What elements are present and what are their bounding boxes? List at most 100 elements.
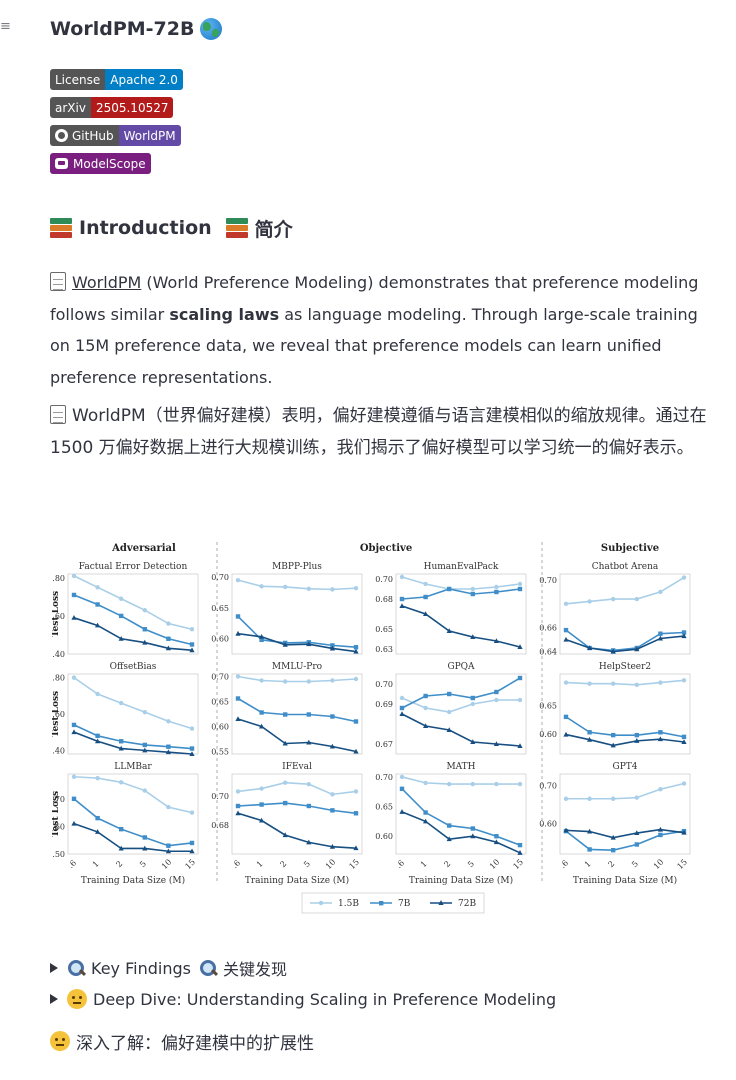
page-title-text: WorldPM-72B xyxy=(50,18,195,40)
y-tick-label: 0.60 xyxy=(539,820,557,829)
data-point xyxy=(119,826,124,832)
data-point xyxy=(166,804,171,810)
badge-value: Apache 2.0 xyxy=(105,69,183,90)
worldpm-link[interactable]: WorldPM xyxy=(72,273,142,292)
data-point xyxy=(259,584,264,589)
badge-label: License xyxy=(50,69,106,90)
data-point xyxy=(235,810,241,816)
series-line xyxy=(401,697,520,713)
data-point xyxy=(423,810,428,815)
series-line xyxy=(565,828,685,839)
data-point xyxy=(634,830,640,836)
data-point xyxy=(118,635,124,641)
data-point xyxy=(447,691,452,697)
data-point xyxy=(306,679,311,684)
data-point xyxy=(587,736,593,742)
x-tick-label: 2 xyxy=(606,859,616,869)
data-point xyxy=(330,678,335,683)
data-point xyxy=(119,780,124,785)
data-point xyxy=(353,645,359,650)
arxiv-badge[interactable]: arXiv 2505.10527 xyxy=(50,97,174,118)
panel-title: GPQA xyxy=(447,662,475,672)
series-line xyxy=(565,629,685,652)
data-point xyxy=(259,786,264,791)
x-tick-label: .6 xyxy=(230,858,242,870)
data-point xyxy=(259,817,265,823)
data-point xyxy=(470,586,475,592)
data-point xyxy=(282,641,288,647)
y-tick-label: 0.40 xyxy=(52,650,65,659)
data-point xyxy=(563,601,569,607)
panel-title: GPT4 xyxy=(613,762,638,772)
data-point xyxy=(353,676,359,682)
data-point xyxy=(142,627,147,632)
modelscope-badge[interactable]: ModelScope xyxy=(50,153,151,174)
series-line xyxy=(73,731,193,755)
license-badge[interactable]: License Apache 2.0 xyxy=(50,69,183,90)
series-line xyxy=(237,697,357,723)
data-point xyxy=(353,585,359,591)
data-point xyxy=(681,678,687,683)
data-point xyxy=(71,615,77,620)
panel-frame xyxy=(231,773,363,855)
badge-label-text: ModelScope xyxy=(73,156,146,171)
series-line xyxy=(73,617,193,651)
magnifier-icon xyxy=(199,959,217,977)
data-point xyxy=(494,689,499,695)
data-point xyxy=(235,674,241,679)
intro-text: (World Preference Modeling) demonstrates… xyxy=(50,273,699,324)
y-tick-label: 0.55 xyxy=(211,748,229,757)
y-tick-label: 0.60 xyxy=(211,723,229,732)
y-tick-label: 0.70 xyxy=(211,792,229,801)
legend-marker xyxy=(438,900,444,905)
key-findings-label: Key Findings xyxy=(91,958,191,978)
y-tick-label: 0.68 xyxy=(375,595,393,604)
series-line xyxy=(401,605,521,648)
menu-icon[interactable]: ≡ xyxy=(0,19,11,34)
x-tick-label: .6 xyxy=(558,858,570,870)
data-point xyxy=(563,827,569,833)
page-icon xyxy=(50,272,66,291)
data-point xyxy=(95,585,100,590)
panel-frame xyxy=(67,573,199,655)
data-point xyxy=(470,591,475,597)
data-point xyxy=(142,607,147,613)
data-point xyxy=(71,573,77,579)
data-point xyxy=(353,789,359,794)
data-point xyxy=(259,710,264,715)
github-badge[interactable]: GitHub WorldPM xyxy=(50,125,181,146)
data-point xyxy=(142,788,147,793)
series-line xyxy=(565,576,685,605)
data-point xyxy=(353,748,359,754)
data-point xyxy=(71,722,77,728)
data-point xyxy=(517,644,523,649)
y-tick-label: 0.65 xyxy=(375,625,393,634)
data-point xyxy=(306,586,311,591)
panel-title: IFEval xyxy=(282,762,312,772)
data-point xyxy=(611,732,616,738)
data-point xyxy=(283,584,288,590)
deep-dive-expander[interactable]: Deep Dive: Understanding Scaling in Pref… xyxy=(50,987,556,1011)
data-point xyxy=(71,774,77,779)
key-findings-expander[interactable]: Key Findings 关键发现 xyxy=(50,956,287,980)
data-point xyxy=(587,599,592,604)
data-point xyxy=(657,736,663,742)
data-point xyxy=(95,602,100,607)
x-axis-label: Training Data Size (M) xyxy=(573,875,677,886)
data-point xyxy=(399,786,405,792)
data-point xyxy=(306,803,311,809)
panel-frame xyxy=(395,773,527,855)
series-line xyxy=(566,782,685,800)
page-icon xyxy=(50,405,66,424)
data-point xyxy=(587,730,592,735)
data-point xyxy=(423,594,428,600)
badge-value: WorldPM xyxy=(118,125,181,146)
data-point xyxy=(71,729,77,735)
series-line xyxy=(565,679,685,686)
series-line xyxy=(237,781,357,796)
modelscope-icon xyxy=(55,158,68,169)
data-point xyxy=(329,645,335,651)
data-point xyxy=(610,742,616,748)
github-icon xyxy=(55,129,68,142)
data-point xyxy=(306,739,312,745)
